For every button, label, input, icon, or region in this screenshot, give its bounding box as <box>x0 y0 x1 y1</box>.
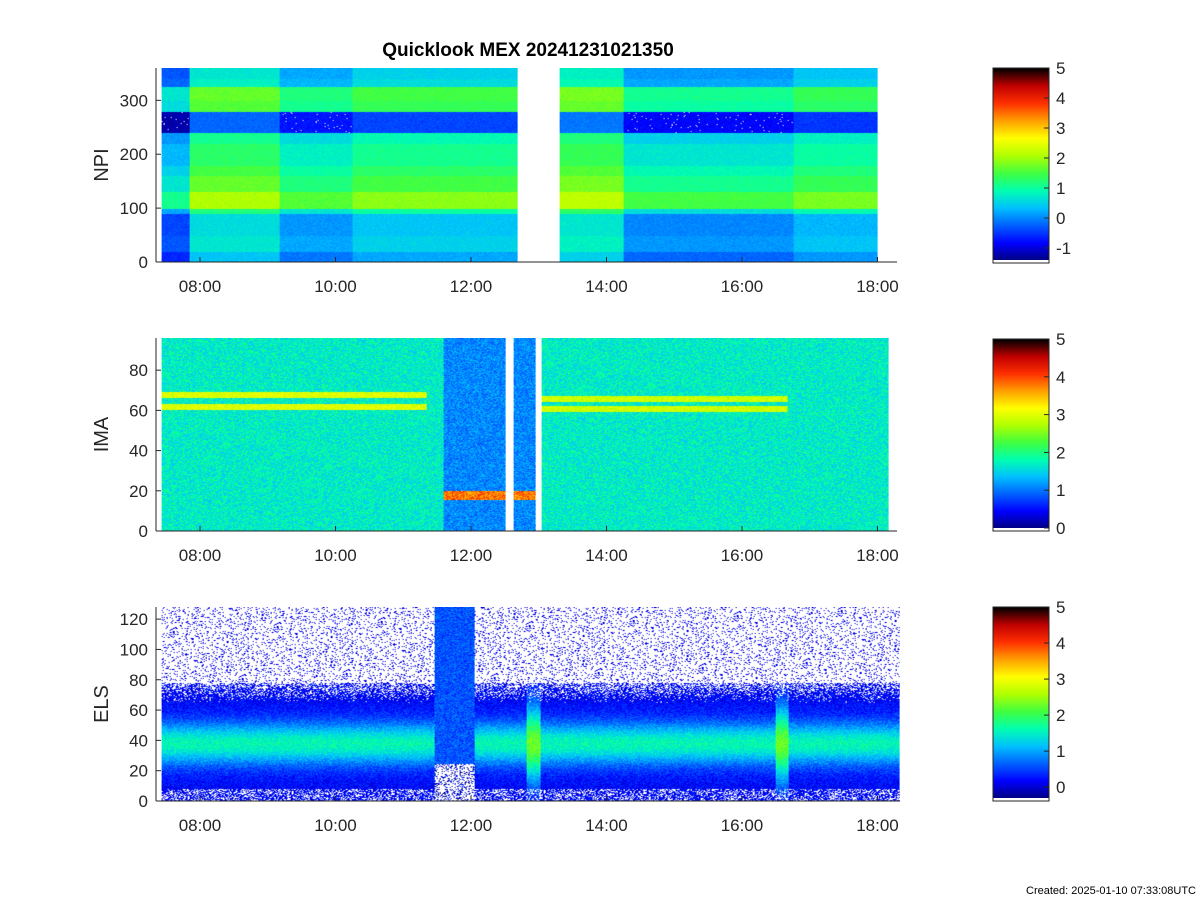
y-tick-label: 100 <box>120 640 148 659</box>
colorbar-tick-label: 3 <box>1056 406 1065 425</box>
colorbar-frame <box>992 338 1050 532</box>
els-colorbar <box>993 607 1049 798</box>
x-tick-label: 18:00 <box>856 546 899 565</box>
colorbar-tick-label: 3 <box>1056 119 1065 138</box>
created-timestamp: Created: 2025-01-10 07:33:08UTC <box>1026 885 1196 897</box>
x-tick-label: 18:00 <box>856 277 899 296</box>
colorbar-tick-label: 4 <box>1056 368 1065 387</box>
figure-title: Quicklook MEX 20241231021350 <box>382 40 674 61</box>
npi-spectrogram <box>161 68 878 262</box>
y-tick-label: 40 <box>129 731 148 750</box>
colorbar-tick-label: 2 <box>1056 706 1065 725</box>
x-tick-label: 10:00 <box>314 816 357 835</box>
colorbar-tick-label: 1 <box>1056 742 1065 761</box>
colorbar-tick-label: -1 <box>1056 239 1071 258</box>
x-tick-label: 18:00 <box>856 816 899 835</box>
npi-colorbar <box>993 68 1049 260</box>
ima-colorbar <box>993 339 1049 528</box>
npi-panel: 08:00 10:00 12:00 14:00 16:00 18:00 0 100 200 300… <box>91 59 1071 296</box>
y-tick-label: 100 <box>120 199 148 218</box>
colorbar-tick-label: 5 <box>1056 598 1065 617</box>
colorbar-tick-label: 5 <box>1056 59 1065 78</box>
ima-spectrogram <box>161 338 889 531</box>
colorbar-tick-label: 0 <box>1056 519 1065 538</box>
colorbar-frame <box>992 606 1050 802</box>
y-tick-label: 300 <box>120 91 148 110</box>
colorbar-tick-label: 1 <box>1056 481 1065 500</box>
colorbar-tick-label: 2 <box>1056 149 1065 168</box>
x-tick-label: 14:00 <box>585 277 628 296</box>
colorbar-tick-label: 4 <box>1056 89 1065 108</box>
y-tick-label: 0 <box>139 522 148 541</box>
y-tick-label: 20 <box>129 482 148 501</box>
colorbar-tick-label: 5 <box>1056 330 1065 349</box>
colorbar-tick-label: 0 <box>1056 778 1065 797</box>
els-spectrogram <box>161 607 900 801</box>
x-tick-label: 08:00 <box>179 816 222 835</box>
x-tick-label: 16:00 <box>721 277 764 296</box>
x-tick-label: 08:00 <box>179 277 222 296</box>
npi-axis-label: NPI <box>91 148 113 181</box>
y-tick-label: 80 <box>129 671 148 690</box>
colorbar-frame <box>992 67 1050 264</box>
colorbar-tick-label: 2 <box>1056 443 1065 462</box>
y-tick-label: 200 <box>120 145 148 164</box>
colorbar-tick-label: 0 <box>1056 209 1065 228</box>
x-tick-label: 08:00 <box>179 546 222 565</box>
ima-panel: 08:00 10:00 12:00 14:00 16:00 18:00020406080I… <box>91 330 1065 565</box>
y-tick-label: 60 <box>129 701 148 720</box>
x-tick-label: 12:00 <box>450 816 493 835</box>
colorbar-tick-label: 4 <box>1056 634 1065 653</box>
colorbar-tick-label: 1 <box>1056 179 1065 198</box>
y-tick-label: 80 <box>129 361 148 380</box>
els-axis-label: ELS <box>91 685 113 723</box>
y-tick-label: 20 <box>129 762 148 781</box>
x-tick-label: 12:00 <box>450 546 493 565</box>
y-tick-label: 120 <box>120 610 148 629</box>
x-tick-label: 12:00 <box>450 277 493 296</box>
x-tick-label: 14:00 <box>585 546 628 565</box>
x-tick-label: 10:00 <box>314 546 357 565</box>
y-tick-label: 0 <box>139 792 148 811</box>
x-tick-label: 16:00 <box>721 816 764 835</box>
y-tick-label: 40 <box>129 442 148 461</box>
x-tick-label: 16:00 <box>721 546 764 565</box>
y-tick-label: 0 <box>139 253 148 272</box>
ima-axis-label: IMA <box>91 416 113 452</box>
els-panel: 08:00 10:00 12:00 14:00 16:00 18:000204060801… <box>91 598 1065 835</box>
y-tick-label: 60 <box>129 401 148 420</box>
x-tick-label: 14:00 <box>585 816 628 835</box>
colorbar-tick-label: 3 <box>1056 670 1065 689</box>
x-tick-label: 10:00 <box>314 277 357 296</box>
